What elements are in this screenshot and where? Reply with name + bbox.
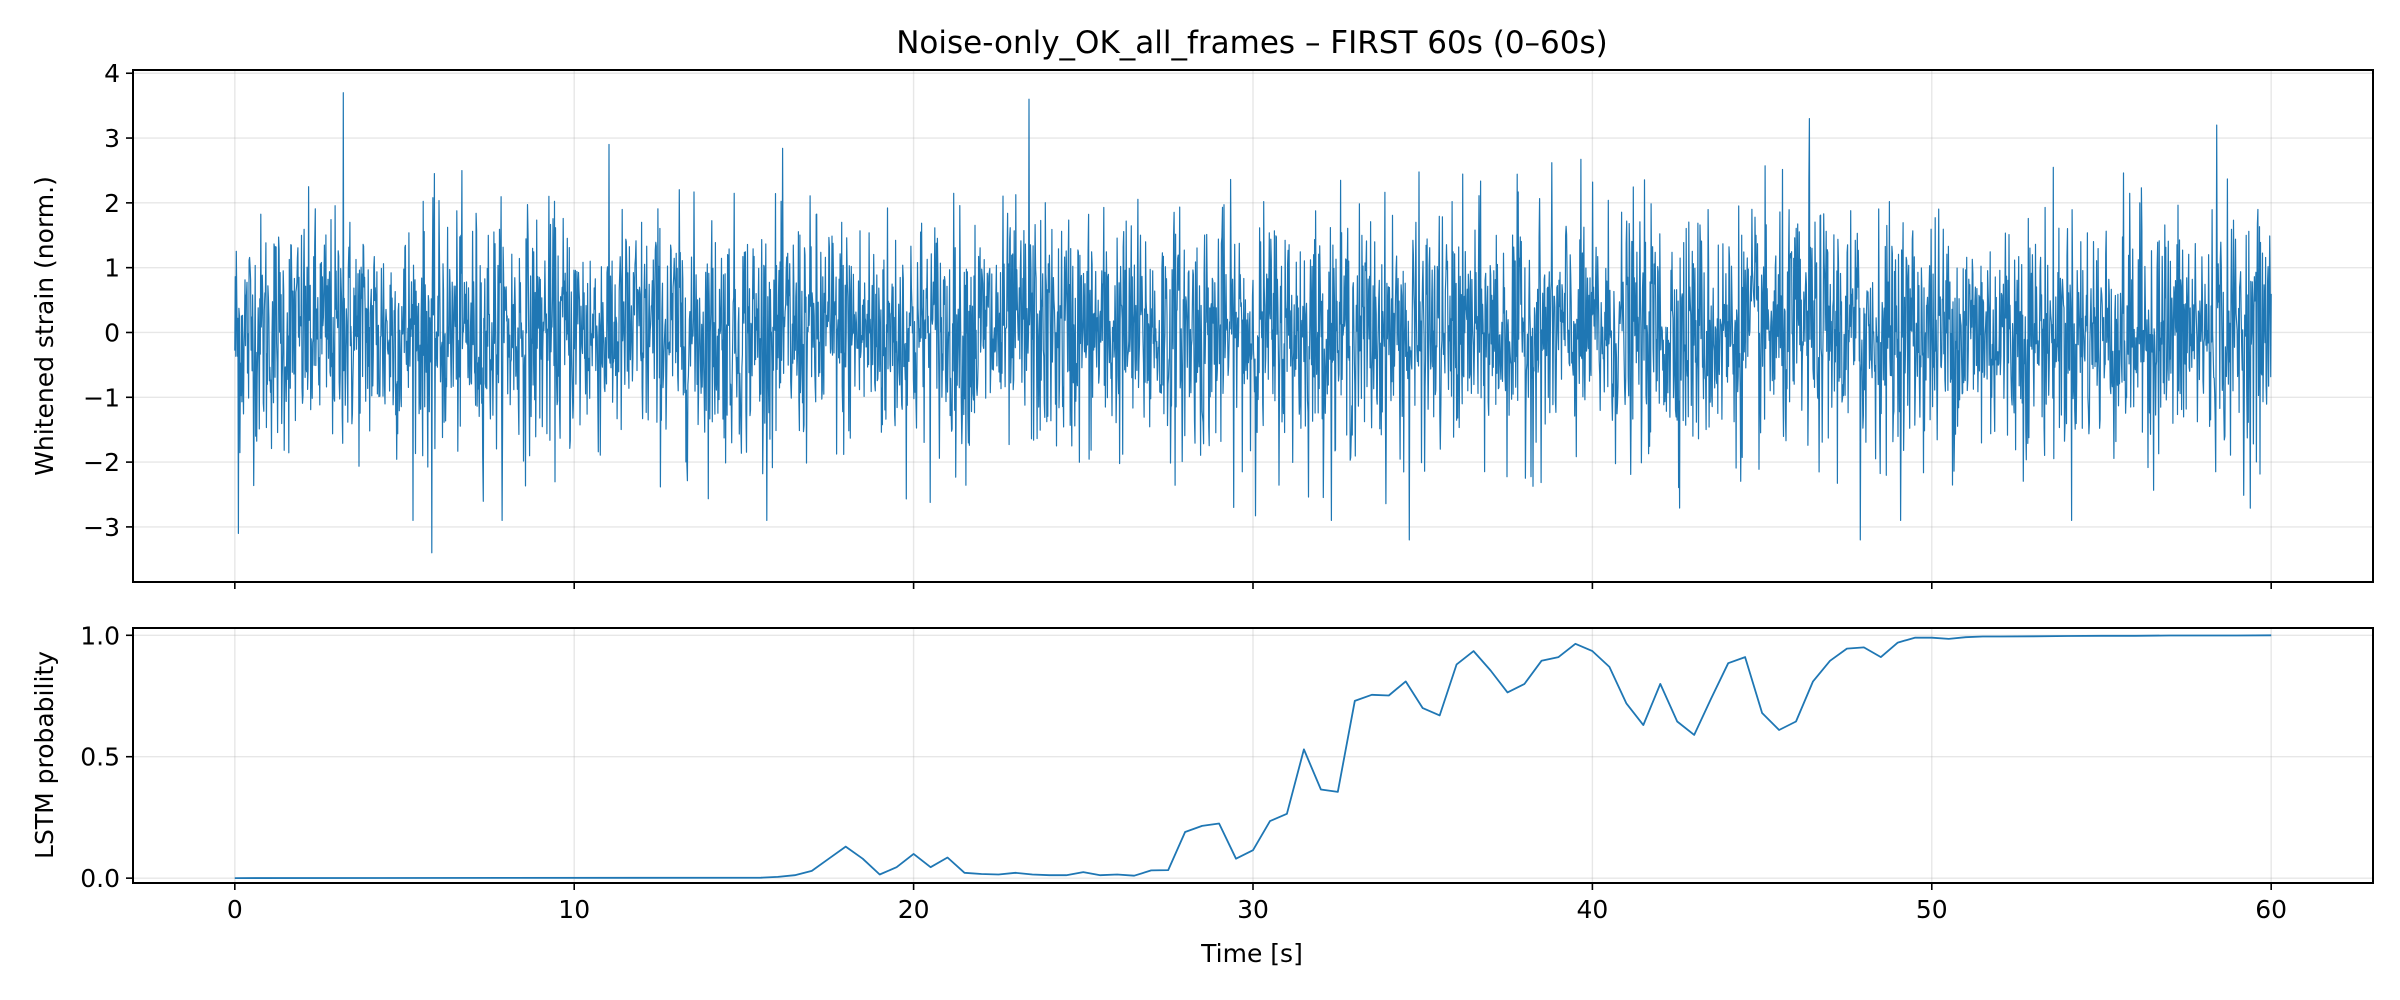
lstm-y-tick-label: 0.0 <box>80 864 120 893</box>
lstm-series-line <box>234 634 2272 879</box>
lstm-y-tick-label: 1.0 <box>80 621 120 650</box>
strain-panel: −3 −2 −1 0 1 2 3 4 Whitened strain (norm.) <box>30 59 2374 589</box>
lstm-y-axis-label: LSTM probability <box>30 651 59 859</box>
strain-ticks: −3 −2 −1 0 1 2 3 4 <box>83 59 2272 589</box>
lstm-y-tick-label: 0.5 <box>80 743 120 772</box>
strain-y-tick-label: −1 <box>83 383 120 412</box>
strain-y-axis-label: Whitened strain (norm.) <box>30 176 59 476</box>
strain-y-tick-label: 4 <box>104 59 120 88</box>
lstm-x-tick-label: 50 <box>1916 895 1948 924</box>
lstm-x-tick-label: 0 <box>227 895 243 924</box>
strain-series-line <box>234 92 2272 554</box>
strain-y-tick-label: −2 <box>83 448 120 477</box>
strain-y-tick-label: 2 <box>104 189 120 218</box>
strain-y-tick-label: 0 <box>104 318 120 347</box>
lstm-x-tick-label: 60 <box>2255 895 2287 924</box>
lstm-x-tick-label: 30 <box>1237 895 1269 924</box>
x-axis-label: Time [s] <box>1200 939 1303 968</box>
strain-y-tick-label: −3 <box>83 513 120 542</box>
chart-title: Noise-only_OK_all_frames – FIRST 60s (0–… <box>896 25 1608 61</box>
lstm-x-tick-label: 20 <box>898 895 930 924</box>
lstm-x-tick-label: 40 <box>1576 895 1608 924</box>
strain-y-tick-label: 3 <box>104 124 120 153</box>
strain-grid <box>133 70 2373 582</box>
lstm-panel: 0 10 20 30 40 50 600.00.51.0 LSTM probability … <box>30 621 2374 968</box>
lstm-series <box>234 634 2272 879</box>
strain-y-tick-label: 1 <box>104 254 120 283</box>
strain-series <box>234 92 2272 554</box>
lstm-x-tick-label: 10 <box>558 895 590 924</box>
lstm-ticks: 0 10 20 30 40 50 60 0.0 0.5 1.0 <box>80 621 2287 924</box>
